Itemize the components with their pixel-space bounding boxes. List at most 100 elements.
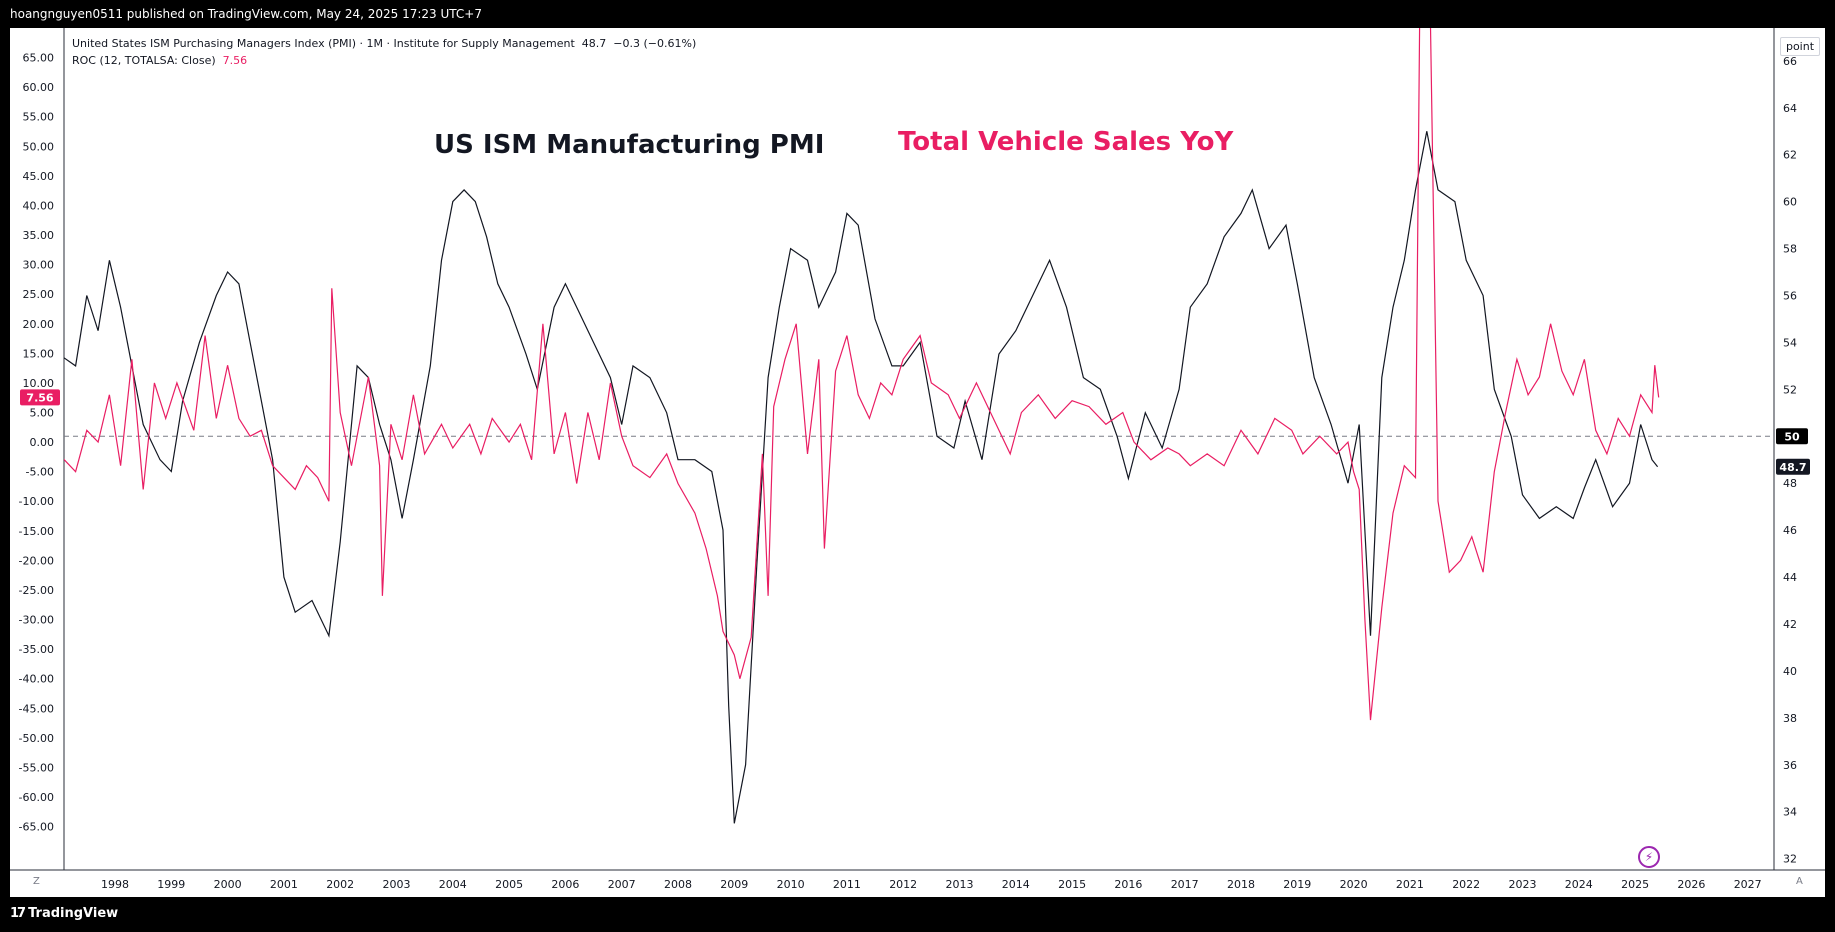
left-axis-tick: -65.00 <box>19 821 54 834</box>
right-axis-tick: 56 <box>1783 289 1797 302</box>
last-value-labels: 50 48.7 7.56 <box>20 389 1810 475</box>
time-axis-tick: 2015 <box>1058 878 1086 891</box>
chart-grid <box>10 28 1825 871</box>
tradingview-brand-text: TradingView <box>28 906 119 921</box>
right-scale-unit-button[interactable]: point <box>1780 37 1820 56</box>
legend-pmi-value: 48.7 <box>581 37 607 50</box>
pmi-last-value-badge-text: 48.7 <box>1779 461 1806 474</box>
time-axis-tick: 2013 <box>946 878 974 891</box>
time-axis-tick: 2002 <box>326 878 354 891</box>
time-axis-tick: 2024 <box>1565 878 1593 891</box>
right-axis-tick: 42 <box>1783 618 1797 631</box>
time-axis-tick: 2018 <box>1227 878 1255 891</box>
left-axis-tick: 60.00 <box>23 81 55 94</box>
timezone-z-button[interactable]: Z <box>33 876 40 887</box>
time-axis-tick: 2023 <box>1509 878 1537 891</box>
legend-pmi-change: −0.3 (−0.61%) <box>613 37 697 50</box>
left-axis-tick: 10.00 <box>23 377 55 390</box>
time-axis-tick: 2007 <box>608 878 636 891</box>
legend-roc-value: 7.56 <box>222 54 248 67</box>
left-axis-tick: -35.00 <box>19 643 54 656</box>
left-axis-tick: -45.00 <box>19 702 54 715</box>
left-axis-tick: 35.00 <box>23 229 55 242</box>
left-price-axis: 65.00 60.00 55.00 50.00 45.00 40.00 35.00 30.00… <box>19 52 54 834</box>
time-axis-tick: 2026 <box>1677 878 1705 891</box>
published-header: hoangnguyen0511 published on TradingView… <box>0 0 1835 28</box>
left-axis-tick: 0.00 <box>30 436 55 449</box>
time-axis: 1998 1999 2000 2001 2002 2003 2004 2005 2006 2007… <box>101 878 1762 891</box>
lightning-icon[interactable]: ⚡ <box>1638 846 1660 868</box>
time-axis-tick: 2016 <box>1114 878 1142 891</box>
roc-last-value-badge: 7.56 <box>20 389 60 406</box>
left-axis-tick: -50.00 <box>19 732 54 745</box>
time-axis-tick: 2025 <box>1621 878 1649 891</box>
right-axis-tick: 34 <box>1783 806 1797 819</box>
right-axis-tick: 48 <box>1783 477 1797 490</box>
left-axis-tick: -15.00 <box>19 525 54 538</box>
footer-bar: 17 TradingView <box>0 897 1835 932</box>
left-axis-tick: -40.00 <box>19 673 54 686</box>
pmi-series-line <box>64 131 1659 824</box>
reference-value-badge: 50 <box>1776 428 1808 445</box>
right-axis-tick: 44 <box>1783 571 1797 584</box>
time-axis-tick: 2014 <box>1002 878 1030 891</box>
time-axis-tick: 2011 <box>833 878 861 891</box>
right-axis-tick: 32 <box>1783 853 1797 866</box>
time-axis-tick: 2017 <box>1171 878 1199 891</box>
tradingview-logo-icon: 17 <box>10 906 26 921</box>
roc-last-value-badge-bg <box>20 389 60 406</box>
left-axis-tick: 20.00 <box>23 318 55 331</box>
auto-scale-button[interactable]: A <box>1796 876 1803 887</box>
time-axis-tick: 2004 <box>439 878 467 891</box>
time-axis-tick: 2008 <box>664 878 692 891</box>
left-axis-tick: 25.00 <box>23 288 55 301</box>
right-axis-tick: 60 <box>1783 196 1797 209</box>
right-axis-tick: 36 <box>1783 759 1797 772</box>
time-axis-tick: 2012 <box>889 878 917 891</box>
left-axis-tick: 30.00 <box>23 259 55 272</box>
left-axis-tick: -20.00 <box>19 554 54 567</box>
chart-frame <box>10 28 1825 897</box>
chart-legend: United States ISM Purchasing Managers In… <box>72 35 696 69</box>
legend-pmi-label: United States ISM Purchasing Managers In… <box>72 37 575 50</box>
time-axis-tick: 1999 <box>157 878 185 891</box>
time-axis-tick: 2010 <box>777 878 805 891</box>
published-text: hoangnguyen0511 published on TradingView… <box>10 7 482 21</box>
left-axis-tick: -10.00 <box>19 495 54 508</box>
left-axis-tick: -30.00 <box>19 614 54 627</box>
right-axis-tick: 54 <box>1783 336 1797 349</box>
time-axis-tick: 2001 <box>270 878 298 891</box>
time-axis-tick: 2000 <box>214 878 242 891</box>
legend-row-pmi[interactable]: United States ISM Purchasing Managers In… <box>72 35 696 52</box>
time-axis-tick: 2006 <box>551 878 579 891</box>
pmi-annotation: US ISM Manufacturing PMI <box>434 130 825 160</box>
left-axis-tick: 65.00 <box>23 52 55 65</box>
reference-value-badge-bg <box>1776 428 1808 445</box>
time-axis-tick: 2027 <box>1734 878 1762 891</box>
right-axis-tick: 46 <box>1783 524 1797 537</box>
series-layer <box>64 28 1660 824</box>
pmi-last-value-badge: 48.7 <box>1776 458 1810 475</box>
left-axis-tick: 15.00 <box>23 347 55 360</box>
legend-roc-label: ROC (12, TOTALSA: Close) <box>72 54 216 67</box>
left-axis-tick: 5.00 <box>30 407 55 420</box>
vehicle-sales-roc-line <box>64 28 1660 721</box>
roc-last-value-badge-text: 7.56 <box>26 391 53 404</box>
left-axis-tick: -5.00 <box>26 466 54 479</box>
right-axis-tick: 52 <box>1783 383 1797 396</box>
left-axis-tick: -25.00 <box>19 584 54 597</box>
left-axis-tick: 50.00 <box>23 140 55 153</box>
time-axis-tick: 1998 <box>101 878 129 891</box>
time-axis-tick: 2022 <box>1452 878 1480 891</box>
right-axis-tick: 66 <box>1783 55 1797 68</box>
left-axis-tick: -60.00 <box>19 791 54 804</box>
left-axis-tick: 40.00 <box>23 199 55 212</box>
time-axis-tick: 2020 <box>1340 878 1368 891</box>
legend-row-roc[interactable]: ROC (12, TOTALSA: Close) 7.56 <box>72 52 696 69</box>
tradingview-logo[interactable]: 17 TradingView <box>10 906 118 921</box>
time-axis-tick: 2019 <box>1283 878 1311 891</box>
vehicle-annotation: Total Vehicle Sales YoY <box>898 127 1234 157</box>
right-axis-tick: 38 <box>1783 712 1797 725</box>
time-axis-tick: 2005 <box>495 878 523 891</box>
